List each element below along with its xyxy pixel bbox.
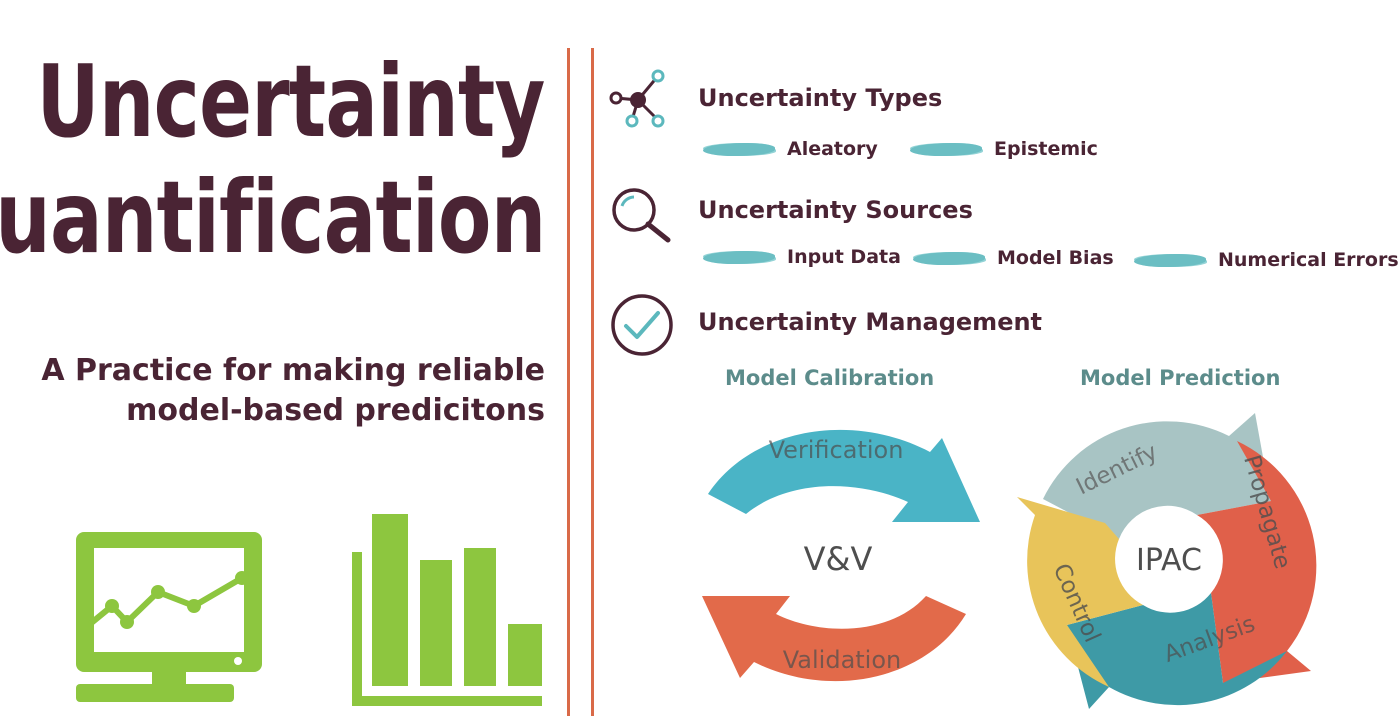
subtitle-line-2: model-based predicitons xyxy=(126,393,545,428)
segment-identify xyxy=(1043,413,1271,539)
tag-label: Aleatory xyxy=(787,138,878,160)
segment-propagate xyxy=(1197,441,1317,683)
verification-label: Verification xyxy=(769,436,904,464)
tag-label: Epistemic xyxy=(994,138,1098,160)
checkmark-circle-icon xyxy=(611,294,673,356)
section-heading-types: Uncertainty Types xyxy=(698,84,943,112)
bar-chart-icon xyxy=(352,514,542,706)
title-line-2: Quantification xyxy=(0,159,546,276)
section-heading-sources: Uncertainty Sources xyxy=(698,196,973,224)
brush-icon xyxy=(703,142,775,156)
brush-icon xyxy=(1134,253,1206,267)
tag-input-data: Input Data xyxy=(703,246,901,268)
tag-model-bias: Model Bias xyxy=(913,247,1114,269)
magnifier-icon xyxy=(612,188,671,243)
validation-label: Validation xyxy=(783,646,902,674)
tag-label: Input Data xyxy=(787,246,901,268)
tag-numerical-errors: Numerical Errors xyxy=(1134,249,1399,271)
ipac-cycle-diagram: IPAC Identify Propagate Analysis Control xyxy=(1017,413,1317,709)
validation-arc xyxy=(702,596,966,682)
monitor-line-chart-icon xyxy=(76,532,262,702)
brush-icon xyxy=(703,250,775,264)
section-heading-management: Uncertainty Management xyxy=(698,308,1043,336)
ipac-center-label: IPAC xyxy=(1136,543,1202,578)
subtitle-line-1: A Practice for making reliable xyxy=(41,353,545,388)
divider-line xyxy=(591,48,594,716)
tag-aleatory: Aleatory xyxy=(703,138,878,160)
segment-analysis xyxy=(1067,593,1287,709)
title-line-1: Uncertainty xyxy=(36,43,546,160)
verification-arc xyxy=(708,429,980,522)
vv-cycle-diagram: Verification Validation V&V xyxy=(702,429,980,682)
tag-label: Numerical Errors xyxy=(1218,249,1399,271)
brush-icon xyxy=(910,142,982,156)
vv-center-label: V&V xyxy=(804,540,873,578)
tag-label: Model Bias xyxy=(997,247,1114,269)
tag-epistemic: Epistemic xyxy=(910,138,1098,160)
divider-line xyxy=(567,48,570,716)
segment-control xyxy=(1017,497,1143,687)
network-node-icon xyxy=(609,69,665,128)
calibration-title: Model Calibration xyxy=(725,366,935,390)
prediction-title: Model Prediction xyxy=(1080,366,1281,390)
brush-icon xyxy=(913,251,985,265)
